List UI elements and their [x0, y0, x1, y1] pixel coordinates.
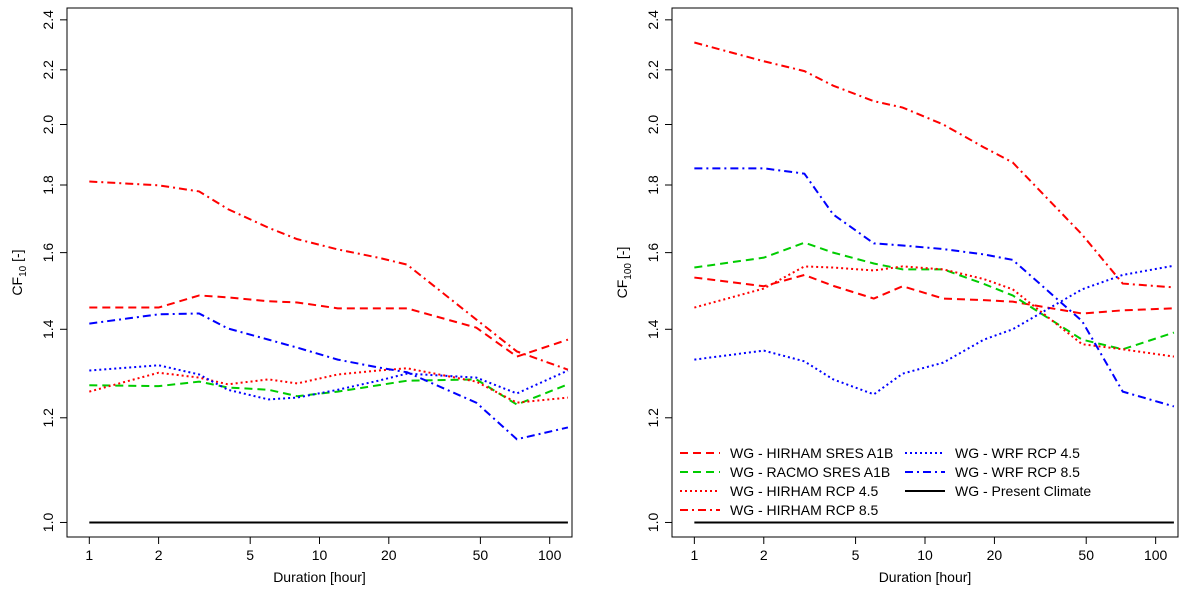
series-line [694, 167, 1175, 408]
x-tick-label: 100 [538, 547, 562, 563]
x-axis-label: Duration [hour] [879, 569, 972, 585]
y-axis-label: CF100 [-] [614, 247, 634, 299]
y-tick-label: 1.0 [645, 513, 661, 533]
series-line [89, 367, 569, 404]
y-tick-label: 2.0 [40, 115, 56, 135]
y-axis-label-part: CF [614, 280, 630, 299]
plot-frame [66, 7, 573, 538]
series-line [694, 264, 1175, 396]
x-tick-label: 100 [1144, 547, 1168, 563]
legend-label: WG - WRF RCP 4.5 [955, 445, 1080, 461]
series-line [694, 265, 1175, 358]
y-tick-label: 1.8 [40, 175, 56, 195]
x-tick-label: 5 [852, 547, 860, 563]
legend-label: WG - HIRHAM RCP 8.5 [730, 502, 879, 518]
x-tick-label: 20 [987, 547, 1003, 563]
series-line [694, 273, 1174, 315]
y-tick-label: 2.4 [645, 10, 661, 30]
y-tick-label: 2.4 [40, 10, 56, 30]
x-tick-label: 5 [246, 547, 254, 563]
legend-label: WG - RACMO SRES A1B [730, 464, 890, 480]
y-axis-label-part: CF [9, 277, 25, 296]
series-line [89, 294, 569, 358]
y-tick-label: 1.4 [645, 319, 661, 339]
series-line [694, 241, 1175, 351]
y-tick-label: 1.2 [645, 408, 661, 428]
y-axis-label-part: 10 [18, 265, 29, 277]
legend-label: WG - WRF RCP 8.5 [955, 464, 1080, 480]
x-tick-label: 2 [155, 547, 163, 563]
y-tick-label: 1.4 [40, 319, 56, 339]
y-axis-label: CF10 [-] [9, 249, 29, 295]
y-tick-label: 1.0 [40, 513, 56, 533]
x-axis-label: Duration [hour] [273, 569, 366, 585]
x-tick-label: 10 [312, 547, 328, 563]
y-axis-label-part: 100 [623, 263, 634, 280]
y-tick-label: 2.2 [645, 60, 661, 80]
x-tick-label: 1 [690, 547, 698, 563]
series-line [89, 312, 569, 441]
x-tick-label: 1 [85, 547, 93, 563]
x-tick-label: 50 [1078, 547, 1094, 563]
legend-label: WG - Present Climate [955, 483, 1091, 499]
x-tick-label: 50 [473, 547, 489, 563]
y-tick-label: 1.8 [645, 175, 661, 195]
legend-label: WG - HIRHAM RCP 4.5 [730, 483, 879, 499]
y-tick-label: 1.6 [40, 243, 56, 263]
series-line [89, 180, 569, 371]
legend-label: WG - HIRHAM SRES A1B [730, 445, 893, 461]
y-axis-label-part: [-] [614, 247, 630, 263]
y-tick-label: 1.6 [645, 243, 661, 263]
y-tick-label: 2.0 [645, 115, 661, 135]
y-tick-label: 1.2 [40, 408, 56, 428]
series-line [694, 41, 1174, 289]
series-line [89, 364, 569, 401]
series-line [89, 378, 569, 406]
x-tick-label: 20 [381, 547, 397, 563]
y-axis-label-part: [-] [9, 249, 25, 265]
x-tick-label: 2 [760, 547, 768, 563]
x-tick-label: 10 [917, 547, 933, 563]
y-tick-label: 2.2 [40, 60, 56, 80]
